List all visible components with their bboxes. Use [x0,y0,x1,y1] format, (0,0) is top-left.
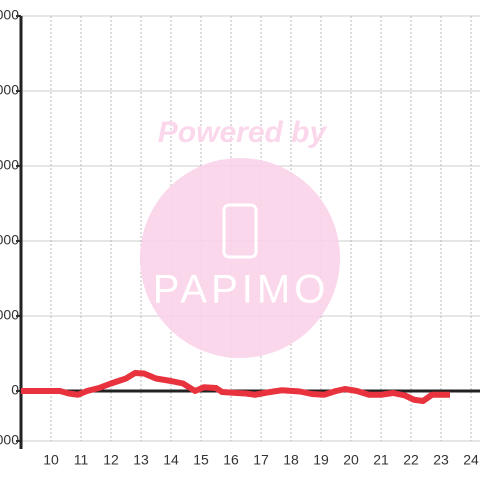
y-tick-label: 120,000 [0,82,19,98]
x-tick-label: 19 [313,452,329,468]
x-tick-label: 11 [74,452,89,468]
x-tick-label: 17 [253,452,269,468]
x-tick-label: 20 [343,452,359,468]
x-tick-label: 16 [223,452,239,468]
x-tick-label: 10 [43,452,59,468]
x-tick-label: 21 [373,452,389,468]
watermark: Powered by PAPIMO [140,116,340,358]
line [21,370,450,404]
x-tick-label: 14 [163,452,179,468]
y-tick-label: 0 [11,382,19,398]
watermark-icon [222,203,258,259]
y-tick-label: 60,000 [0,232,19,248]
x-tick-label: 18 [283,452,299,468]
y-tick-label: 90,000 [0,157,19,173]
x-tick-label: 12 [103,452,119,468]
y-tick-label: 150,000 [0,7,19,23]
x-tick-label: 13 [133,452,149,468]
watermark-logo: PAPIMO [153,268,330,312]
x-tick-label: 23 [433,452,449,468]
y-tick-label: 30,000 [0,307,19,323]
x-tick-label: 24 [463,452,479,468]
watermark-title: Powered by [158,116,328,149]
x-tick-label: 15 [193,452,209,468]
y-tick-label: -20,000 [0,432,19,448]
x-tick-label: 22 [403,452,419,468]
